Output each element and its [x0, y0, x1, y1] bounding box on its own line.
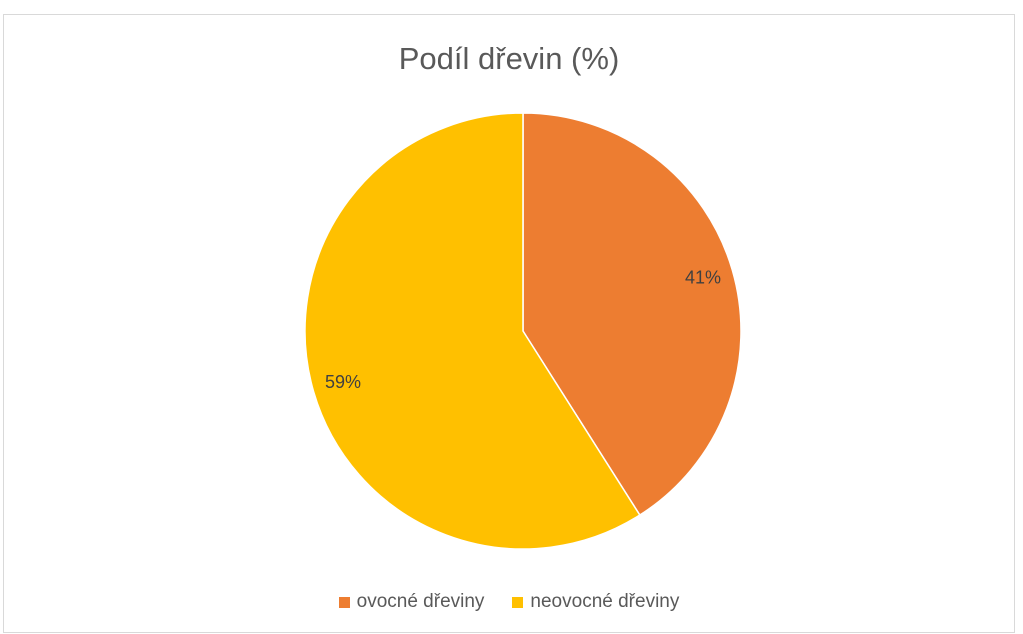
- pie-chart: 41% 59%: [304, 112, 742, 550]
- legend-swatch-ovocne: [338, 596, 350, 608]
- pie-slice-ovocne: [522, 112, 742, 517]
- legend-label-neovocne: neovocné dřeviny: [530, 591, 680, 612]
- chart-title: Podíl dřevin (%): [398, 41, 620, 76]
- legend-item-neovocne: neovocné dřeviny: [512, 591, 679, 613]
- pie-slice-neovocne: [304, 112, 641, 550]
- data-label-neovocne: 59%: [325, 372, 361, 392]
- legend-item-ovocne: ovocné dřeviny: [338, 591, 485, 613]
- legend-label-ovocne: ovocné dřeviny: [356, 591, 485, 612]
- data-label-ovocne: 41%: [685, 267, 721, 287]
- chart-legend: ovocné dřeviny neovocné dřeviny: [4, 591, 1014, 613]
- chart-frame: Podíl dřevin (%) 41% 59% ovocné dřeviny n…: [3, 14, 1015, 633]
- legend-swatch-neovocne: [512, 596, 524, 608]
